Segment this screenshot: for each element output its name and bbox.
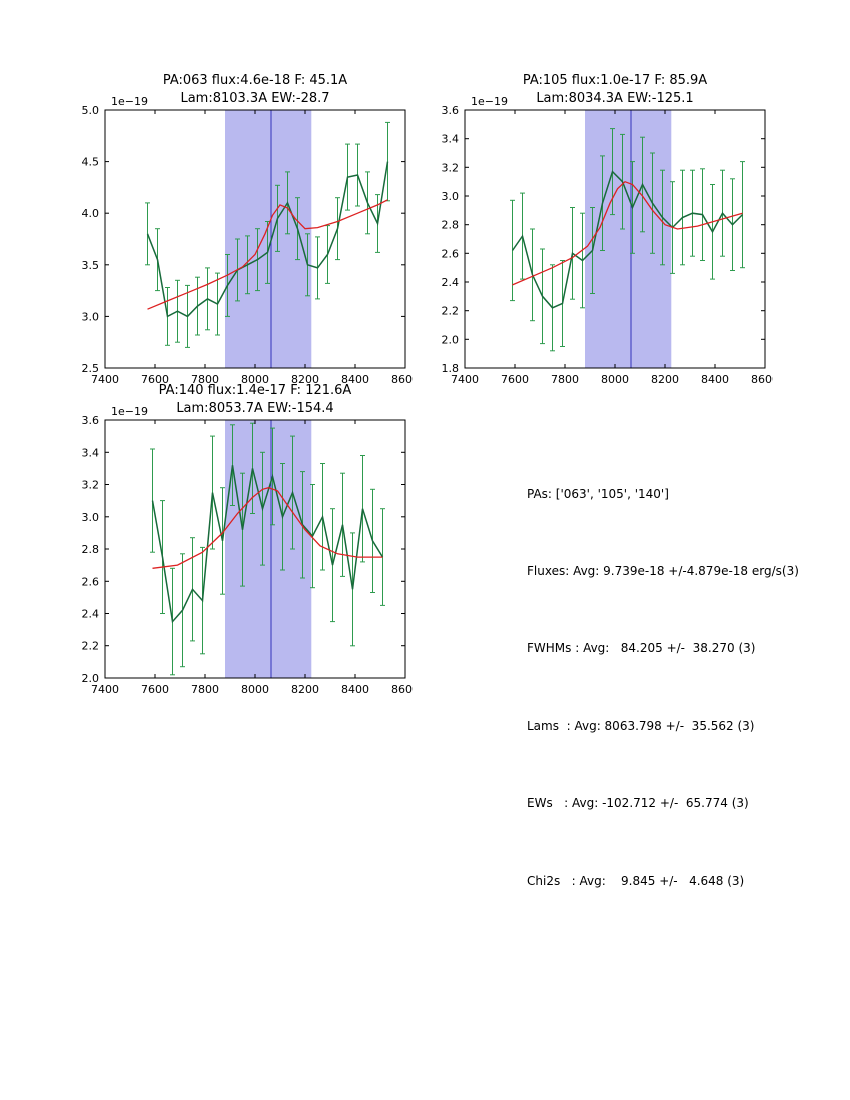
svg-text:8000: 8000 xyxy=(241,683,269,696)
svg-text:3.5: 3.5 xyxy=(82,259,100,272)
svg-text:8000: 8000 xyxy=(241,373,269,386)
gaussian-fit-line xyxy=(152,487,383,569)
y-tick-labels: 1.8 2.0 2.2 2.4 2.6 2.8 3.0 3.2 3.4 3.6 xyxy=(442,104,460,375)
highlight-span xyxy=(585,110,672,368)
summary-line-chi2s: Chi2s : Avg: 9.845 +/- 4.648 (3) xyxy=(527,873,745,888)
svg-text:8600: 8600 xyxy=(751,373,773,386)
svg-text:2.4: 2.4 xyxy=(82,608,100,621)
gaussian-fit-line xyxy=(147,199,388,310)
svg-text:7800: 7800 xyxy=(191,683,219,696)
axis-ticks xyxy=(104,109,406,369)
svg-text:2.5: 2.5 xyxy=(82,362,100,375)
svg-text:2.8: 2.8 xyxy=(442,219,460,232)
svg-text:3.6: 3.6 xyxy=(442,104,460,117)
plot-svg: 7400 7600 7800 8000 8200 8400 8600 2.5 3.0 3.5 4.0… xyxy=(82,95,420,386)
svg-text:7600: 7600 xyxy=(141,373,169,386)
svg-text:8400: 8400 xyxy=(341,373,369,386)
svg-text:3.6: 3.6 xyxy=(82,414,100,427)
summary-line-fwhms: FWHMs : Avg: 84.205 +/- 38.270 (3) xyxy=(527,641,756,656)
svg-text:7800: 7800 xyxy=(551,373,579,386)
y-axis-offset-label: 1e−19 xyxy=(111,405,148,418)
gaussian-fit-line xyxy=(512,180,743,286)
svg-text:2.2: 2.2 xyxy=(82,640,100,653)
plot-pa140-title-line2: Lam:8053.7A EW:-154.4 xyxy=(176,401,334,416)
svg-text:3.0: 3.0 xyxy=(442,190,460,203)
axis-ticks xyxy=(464,109,766,369)
svg-text:8600: 8600 xyxy=(391,683,413,696)
svg-text:3.4: 3.4 xyxy=(82,446,100,459)
summary-line-pas: PAs: ['063', '105', '140'] xyxy=(527,486,669,501)
svg-text:8000: 8000 xyxy=(601,373,629,386)
plot-pa063-title-line2: Lam:8103.3A EW:-28.7 xyxy=(180,91,330,106)
summary-panel: PAs: ['063', '105', '140'] Fluxes: Avg: … xyxy=(527,430,799,946)
svg-text:2.6: 2.6 xyxy=(82,575,100,588)
svg-text:8200: 8200 xyxy=(291,373,319,386)
plot-pa140-canvas: 7400 7600 7800 8000 8200 8400 8600 2.0 2.2 2.4 2.6… xyxy=(53,402,420,704)
spectrum-data-line xyxy=(151,465,384,624)
plot-pa063-canvas: 7400 7600 7800 8000 8200 8400 8600 2.5 3.0 3.5 4.0… xyxy=(53,92,420,394)
svg-text:3.0: 3.0 xyxy=(82,511,100,524)
svg-text:2.6: 2.6 xyxy=(442,247,460,260)
x-tick-labels: 7400 7600 7800 8000 8200 8400 8600 xyxy=(91,373,419,386)
svg-text:7400: 7400 xyxy=(91,683,119,696)
plot-pa063-title: PA:063 flux:4.6e-18 F: 45.1A Lam:8103.3A… xyxy=(105,72,405,108)
spectrum-data-line xyxy=(511,170,744,309)
svg-text:8400: 8400 xyxy=(341,683,369,696)
y-axis-offset-label: 1e−19 xyxy=(471,95,508,108)
svg-text:7400: 7400 xyxy=(91,373,119,386)
svg-text:3.2: 3.2 xyxy=(82,479,100,492)
plot-pa140-title-line1: PA:140 flux:1.4e-17 F: 121.6A xyxy=(158,383,352,398)
plot-pa140-title: PA:140 flux:1.4e-17 F: 121.6A Lam:8053.7… xyxy=(105,382,405,418)
svg-text:3.2: 3.2 xyxy=(442,161,460,174)
svg-text:7400: 7400 xyxy=(451,373,479,386)
svg-text:8200: 8200 xyxy=(291,683,319,696)
y-axis-offset-label: 1e−19 xyxy=(111,95,148,108)
plot-pa105-title: PA:105 flux:1.0e-17 F: 85.9A Lam:8034.3A… xyxy=(465,72,765,108)
svg-text:4.5: 4.5 xyxy=(82,156,100,169)
plot-pa063-title-line1: PA:063 flux:4.6e-18 F: 45.1A xyxy=(162,73,348,88)
x-tick-labels: 7400 7600 7800 8000 8200 8400 8600 xyxy=(91,683,419,696)
svg-text:7800: 7800 xyxy=(191,373,219,386)
plot-svg: 7400 7600 7800 8000 8200 8400 8600 1.8 2.0 2.2 2.4… xyxy=(442,95,780,386)
svg-text:1.8: 1.8 xyxy=(442,362,460,375)
svg-text:8600: 8600 xyxy=(391,373,413,386)
svg-text:3.0: 3.0 xyxy=(82,310,100,323)
svg-text:4.0: 4.0 xyxy=(82,207,100,220)
svg-text:7600: 7600 xyxy=(141,683,169,696)
svg-text:2.0: 2.0 xyxy=(442,333,460,346)
svg-text:2.0: 2.0 xyxy=(82,672,100,685)
svg-text:5.0: 5.0 xyxy=(82,104,100,117)
plot-pa105-title-line2: Lam:8034.3A EW:-125.1 xyxy=(536,91,694,106)
y-tick-labels: 2.0 2.2 2.4 2.6 2.8 3.0 3.2 3.4 3.6 xyxy=(82,414,100,685)
summary-line-fluxes: Fluxes: Avg: 9.739e-18 +/-4.879e-18 erg/… xyxy=(527,563,799,578)
x-tick-labels: 7400 7600 7800 8000 8200 8400 8600 xyxy=(451,373,779,386)
spectrum-data-line xyxy=(146,161,389,318)
plot-svg: 7400 7600 7800 8000 8200 8400 8600 2.0 2.2 2.4 2.6… xyxy=(82,405,420,696)
axis-ticks xyxy=(104,419,406,679)
y-tick-labels: 2.5 3.0 3.5 4.0 4.5 5.0 xyxy=(82,104,100,375)
svg-text:8400: 8400 xyxy=(701,373,729,386)
svg-text:2.4: 2.4 xyxy=(442,276,460,289)
svg-text:3.4: 3.4 xyxy=(442,133,460,146)
plot-pa105-title-line1: PA:105 flux:1.0e-17 F: 85.9A xyxy=(522,73,708,88)
svg-text:8200: 8200 xyxy=(651,373,679,386)
summary-line-ews: EWs : Avg: -102.712 +/- 65.774 (3) xyxy=(527,796,749,811)
svg-text:7600: 7600 xyxy=(501,373,529,386)
svg-text:2.8: 2.8 xyxy=(82,543,100,556)
highlight-span xyxy=(225,420,312,678)
plot-pa105-canvas: 7400 7600 7800 8000 8200 8400 8600 1.8 2.0 2.2 2.4… xyxy=(413,92,780,394)
summary-line-lams: Lams : Avg: 8063.798 +/- 35.562 (3) xyxy=(527,718,755,733)
svg-text:2.2: 2.2 xyxy=(442,305,460,318)
